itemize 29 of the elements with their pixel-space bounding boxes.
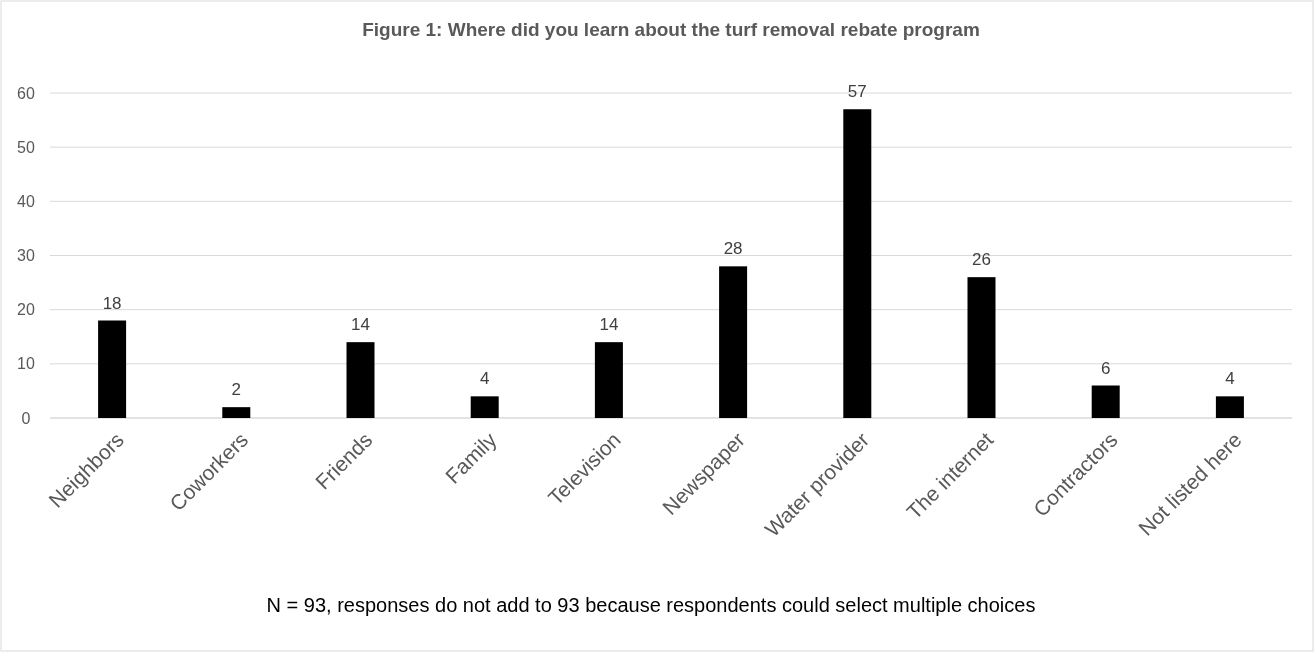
y-tick-label: 50 xyxy=(17,138,35,156)
data-label: 14 xyxy=(351,315,370,335)
bar xyxy=(346,342,375,418)
bar xyxy=(719,266,748,418)
data-label: 4 xyxy=(1225,369,1235,389)
data-label: 6 xyxy=(1100,358,1111,378)
y-tick-label: 10 xyxy=(17,355,35,373)
y-tick-label: 60 xyxy=(17,84,35,102)
y-tick-label: 0 xyxy=(21,409,31,427)
bar xyxy=(98,320,127,418)
chart-title: Figure 1: Where did you learn about the turf removal rebate program xyxy=(362,19,980,40)
y-tick-label: 40 xyxy=(17,192,35,210)
bar xyxy=(967,277,996,418)
bar xyxy=(843,109,872,418)
data-label: 4 xyxy=(479,369,490,389)
data-label: 26 xyxy=(972,250,991,270)
y-tick-label: 20 xyxy=(17,301,35,319)
text: N = 93, responses do not add to 93 because respondents could select multiple choices xyxy=(266,594,1036,616)
bar xyxy=(1215,396,1244,418)
bar xyxy=(222,407,251,418)
data-label: 14 xyxy=(599,315,619,335)
data-label: 28 xyxy=(723,239,743,259)
data-label: 57 xyxy=(847,82,867,102)
data-label: 18 xyxy=(102,293,122,313)
bar xyxy=(594,342,623,418)
data-label: 2 xyxy=(231,380,242,400)
bar xyxy=(470,396,499,418)
bar xyxy=(1091,385,1120,418)
y-tick-label: 30 xyxy=(17,247,35,265)
